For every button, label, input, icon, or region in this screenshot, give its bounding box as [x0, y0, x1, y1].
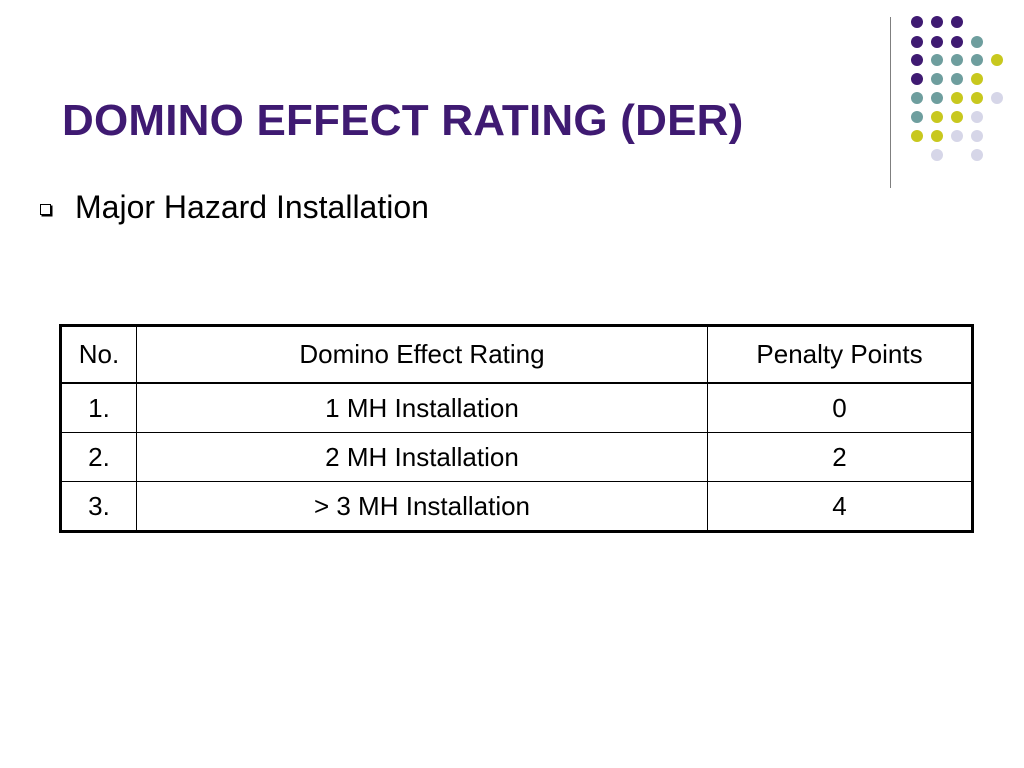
bullet-text: Major Hazard Installation [75, 189, 429, 225]
decor-dot [931, 92, 943, 104]
decor-dot [911, 36, 923, 48]
decor-dot [971, 130, 983, 142]
cell-rating: 1 MH Installation [136, 382, 708, 433]
cell-penalty: 0 [707, 382, 973, 433]
decorative-dot-grid [911, 16, 1003, 161]
decor-dot [991, 54, 1003, 66]
decor-dot [911, 111, 923, 123]
decor-dot [951, 111, 963, 123]
decor-dot [931, 54, 943, 66]
decor-dot [931, 130, 943, 142]
decor-dot [931, 111, 943, 123]
decor-dot [931, 73, 943, 85]
decor-dot [911, 73, 923, 85]
decor-dot [971, 149, 983, 161]
decor-dot [931, 149, 943, 161]
decor-dot [931, 36, 943, 48]
table-header-row: No. Domino Effect Rating Penalty Points [60, 325, 973, 384]
decor-dot [911, 130, 923, 142]
decor-dot [991, 92, 1003, 104]
cell-penalty: 4 [707, 481, 973, 532]
slide-title: DOMINO EFFECT RATING (DER) [62, 96, 744, 145]
table-row: 1. 1 MH Installation 0 [60, 382, 973, 433]
cell-rating: > 3 MH Installation [136, 481, 708, 532]
header-cell-penalty: Penalty Points [707, 325, 973, 384]
cell-rating: 2 MH Installation [136, 432, 708, 482]
decor-dot [971, 73, 983, 85]
decor-dot [951, 73, 963, 85]
decor-dot [911, 54, 923, 66]
cell-no: 3. [60, 481, 137, 532]
decor-dot [971, 54, 983, 66]
square-bullet-icon [40, 204, 51, 215]
domino-effect-rating-table: No. Domino Effect Rating Penalty Points … [59, 324, 974, 533]
header-cell-rating: Domino Effect Rating [136, 325, 708, 384]
decor-dot [971, 111, 983, 123]
table-row: 3. > 3 MH Installation 4 [60, 481, 973, 532]
bullet-item: Major Hazard Installation [40, 189, 429, 226]
cell-penalty: 2 [707, 432, 973, 482]
decor-dot [951, 36, 963, 48]
title-divider-line [890, 17, 891, 188]
decor-dot [911, 92, 923, 104]
decor-dot [931, 16, 943, 28]
decor-dot [971, 36, 983, 48]
decor-dot [951, 92, 963, 104]
decor-dot [951, 54, 963, 66]
decor-dot [951, 16, 963, 28]
decor-dot [911, 16, 923, 28]
cell-no: 2. [60, 432, 137, 482]
cell-no: 1. [60, 382, 137, 433]
table-row: 2. 2 MH Installation 2 [60, 432, 973, 482]
header-cell-no: No. [60, 325, 137, 384]
decor-dot [951, 130, 963, 142]
decor-dot [971, 92, 983, 104]
